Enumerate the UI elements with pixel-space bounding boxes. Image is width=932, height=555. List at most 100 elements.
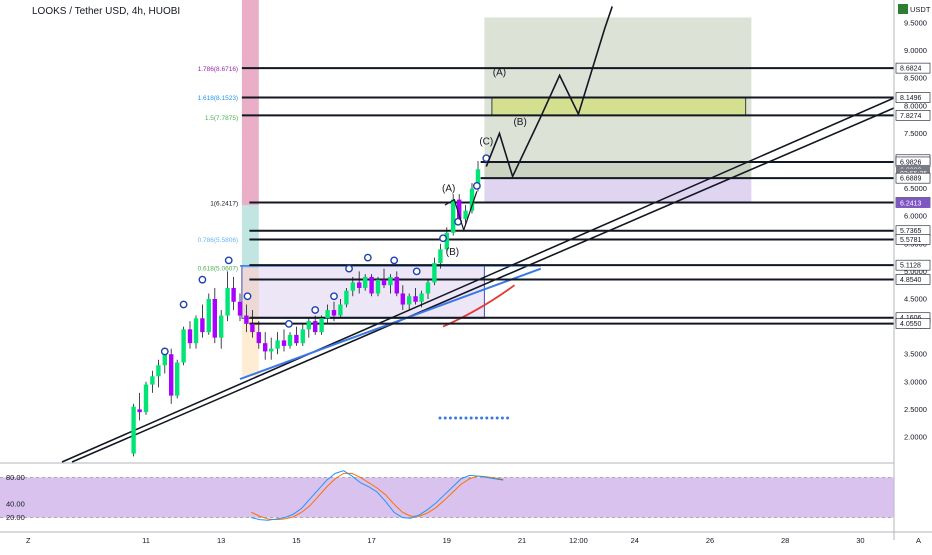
time-tick-1: 13 <box>217 536 225 545</box>
price-tick-1: 9.0000 <box>904 46 927 55</box>
price-tick-6: 6.5000 <box>904 184 927 193</box>
price-tick-4: 7.5000 <box>904 129 927 138</box>
candle-4 <box>156 359 161 388</box>
signal-circle-7 <box>330 292 338 301</box>
candle-2 <box>143 381 149 415</box>
fib-label-3: 1(6.2417) <box>210 200 238 207</box>
candle-54 <box>469 183 475 214</box>
time-tick-9: 28 <box>781 536 789 545</box>
currency-badge <box>898 4 908 14</box>
candle-33 <box>338 299 343 319</box>
price-tag-15: 4.0550 <box>900 321 922 328</box>
time-tick-8: 26 <box>706 536 714 545</box>
fib-zone-mid <box>241 205 259 269</box>
wave-label-2: (C) <box>479 136 493 147</box>
signal-circle-5 <box>284 319 293 328</box>
wave-label-4: (B) <box>446 247 459 258</box>
range-box <box>241 265 485 319</box>
candle-37 <box>363 274 368 291</box>
stop-zone <box>484 178 752 203</box>
dot-marker-11 <box>495 416 499 420</box>
candle-34 <box>344 287 349 308</box>
price-tick-9: 5.0000 <box>904 267 927 276</box>
signal-circle-11 <box>412 267 421 276</box>
price-tag-bg-1 <box>895 92 931 103</box>
dot-marker-8 <box>480 416 484 420</box>
candle-3 <box>150 370 155 393</box>
candle-25 <box>287 332 293 349</box>
time-tick-7: 24 <box>631 536 639 545</box>
price-tick-0: 9.5000 <box>904 19 927 28</box>
price-tag-bg-9 <box>896 197 930 208</box>
trendline-lower <box>71 107 895 463</box>
candle-26 <box>294 326 299 346</box>
wave-label-3: (A) <box>442 183 455 194</box>
chart-title: LOOKS / Tether USD, 4h, HUOBI <box>32 6 181 17</box>
signal-circle-14 <box>472 181 481 190</box>
candle-14 <box>219 310 224 349</box>
candle-9 <box>187 321 193 349</box>
candle-52 <box>457 194 462 222</box>
dot-marker-3 <box>454 416 458 420</box>
candle-31 <box>325 304 330 324</box>
fib-zone-top <box>241 0 259 206</box>
candle-41 <box>388 274 393 294</box>
candle-35 <box>350 276 355 297</box>
price-tick-14: 2.5000 <box>904 405 927 414</box>
candle-24 <box>281 329 287 352</box>
signal-circle-0 <box>160 347 169 356</box>
candle-28 <box>306 318 312 338</box>
candle-17 <box>237 293 243 322</box>
candle-30 <box>319 315 324 335</box>
price-tick-12: 3.5000 <box>904 350 927 359</box>
candle-13 <box>212 287 218 344</box>
candle-36 <box>356 271 362 294</box>
price-tick-10: 4.5000 <box>904 295 927 304</box>
dot-marker-13 <box>506 416 510 420</box>
candle-7 <box>175 359 180 399</box>
price-tag-12: 5.1128 <box>900 263 921 270</box>
fib-label-0: 1.786(8.6716) <box>198 66 238 73</box>
candle-40 <box>381 268 387 288</box>
candle-8 <box>181 326 186 366</box>
signal-circle-3 <box>224 256 233 265</box>
price-tick-7: 6.0000 <box>904 212 927 221</box>
price-tag-10: 5.7365 <box>900 228 922 235</box>
price-tag-2: 7.8274 <box>900 113 922 120</box>
time-axis-right-corner: A <box>916 536 921 545</box>
time-tick-0: 11 <box>142 536 150 545</box>
candle-39 <box>375 276 381 297</box>
signal-circle-4 <box>243 292 252 301</box>
dot-marker-9 <box>485 416 489 420</box>
fib-label-2: 1.5(7.7875) <box>205 115 238 122</box>
candle-19 <box>250 310 255 338</box>
price-tag-9: 6.2413 <box>900 200 922 207</box>
price-tick-2: 8.5000 <box>904 74 927 83</box>
candle-11 <box>200 304 205 338</box>
wave-label-0: (A) <box>493 67 506 78</box>
candle-6 <box>168 348 174 404</box>
price-tag-bg-11 <box>895 234 931 245</box>
dot-marker-0 <box>438 416 442 420</box>
candle-53 <box>463 205 468 225</box>
candle-18 <box>244 304 249 333</box>
fib-label-5: 0.618(5.0607) <box>198 266 238 273</box>
wave-label-1: (B) <box>513 117 526 128</box>
time-tick-10: 30 <box>856 536 864 545</box>
price-tag-bg-2 <box>895 110 931 121</box>
candle-43 <box>400 285 406 311</box>
price-tag-1: 8.1496 <box>900 95 922 102</box>
time-tick-2: 15 <box>292 536 300 545</box>
target-zone <box>484 17 752 163</box>
price-tag-bg-12 <box>895 259 931 271</box>
osc-tick-2: 20.00 <box>6 513 25 522</box>
candle-47 <box>425 279 431 299</box>
osc-tick-1: 40.00 <box>6 500 25 509</box>
price-tag-11: 5.5781 <box>900 237 922 244</box>
dot-marker-10 <box>490 416 494 420</box>
dot-marker-12 <box>500 416 504 420</box>
candle-1 <box>137 392 142 421</box>
price-tick-15: 2.0000 <box>904 433 927 442</box>
